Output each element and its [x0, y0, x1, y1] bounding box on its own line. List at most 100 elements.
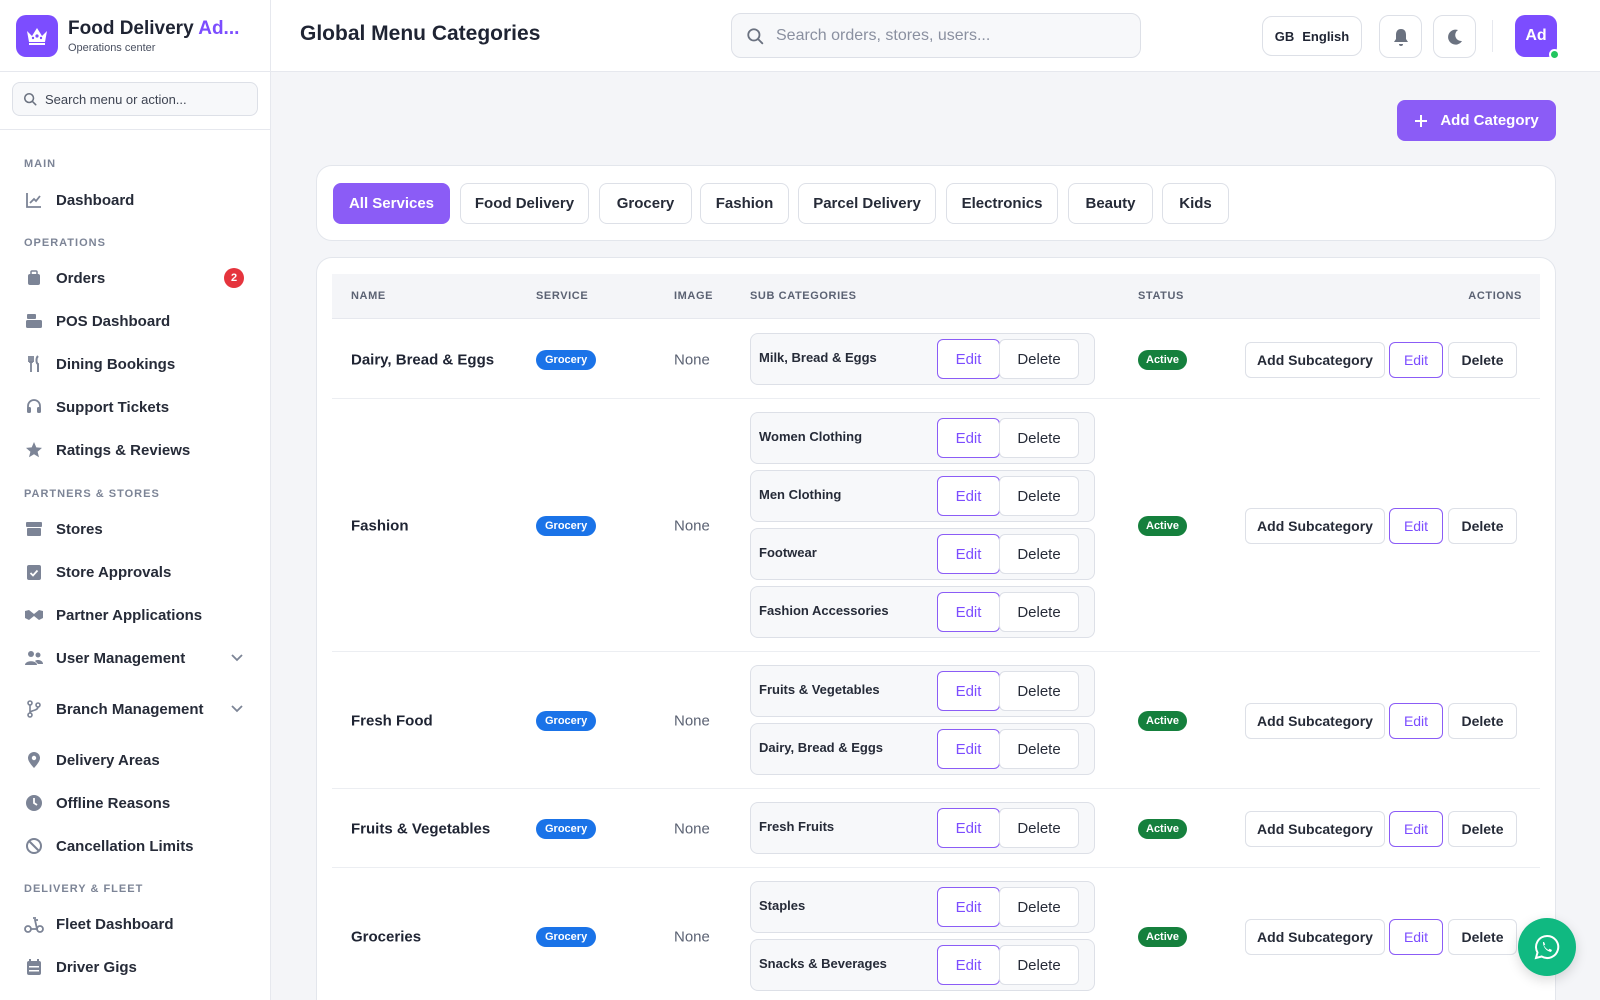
sidebar-search-input[interactable]: Search menu or action...: [12, 82, 258, 116]
edit-subcategory-button[interactable]: Edit: [937, 418, 1000, 458]
sidebar-item-driver-gigs[interactable]: Driver Gigs: [24, 953, 244, 981]
subcategory-item: Snacks & Beverages Edit Delete: [750, 939, 1095, 991]
notifications-button[interactable]: [1379, 15, 1422, 58]
sidebar-item-support[interactable]: Support Tickets: [24, 393, 244, 421]
edit-subcategory-button[interactable]: Edit: [937, 592, 1000, 632]
col-status: STATUS: [1138, 290, 1184, 302]
subcategory-item: Fruits & Vegetables Edit Delete: [750, 665, 1095, 717]
delete-subcategory-button[interactable]: Delete: [999, 808, 1079, 848]
edit-subcategory-button[interactable]: Edit: [937, 945, 1000, 985]
edit-subcategory-button[interactable]: Edit: [937, 729, 1000, 769]
sidebar-item-offline-reasons[interactable]: Offline Reasons: [24, 789, 244, 817]
sidebar-item-cancellation-limits[interactable]: Cancellation Limits: [24, 832, 244, 860]
app-title: Food Delivery Ad...: [68, 17, 240, 39]
delete-subcategory-button[interactable]: Delete: [999, 671, 1079, 711]
sidebar-search-placeholder: Search menu or action...: [45, 91, 187, 107]
brand[interactable]: Food Delivery Ad... Operations center: [0, 0, 270, 72]
add-subcategory-button[interactable]: Add Subcategory: [1245, 507, 1385, 544]
delete-subcategory-button[interactable]: Delete: [999, 339, 1079, 379]
delete-category-button[interactable]: Delete: [1448, 341, 1517, 378]
filter-electronics[interactable]: Electronics: [946, 183, 1058, 224]
sidebar-item-user-management[interactable]: User Management: [24, 644, 244, 672]
delete-category-button[interactable]: Delete: [1448, 810, 1517, 847]
delete-subcategory-button[interactable]: Delete: [999, 729, 1079, 769]
chevron-down-icon: [230, 701, 244, 718]
edit-subcategory-button[interactable]: Edit: [937, 534, 1000, 574]
calendar-icon: [24, 957, 44, 977]
add-subcategory-button[interactable]: Add Subcategory: [1245, 702, 1385, 739]
crown-icon: [16, 14, 58, 57]
subcategory-name: Snacks & Beverages: [759, 956, 887, 971]
whatsapp-icon: [1534, 934, 1560, 960]
sidebar-item-fleet[interactable]: Fleet Dashboard: [24, 910, 244, 938]
edit-category-button[interactable]: Edit: [1389, 918, 1443, 955]
sidebar-item-stores[interactable]: Stores: [24, 515, 244, 543]
sidebar-item-label: User Management: [56, 649, 186, 667]
sidebar-item-delivery-areas[interactable]: Delivery Areas: [24, 746, 244, 774]
subcategory-name: Men Clothing: [759, 487, 842, 502]
subcategory-name: Footwear: [759, 545, 817, 560]
scooter-icon: [24, 914, 44, 934]
bag-icon: [24, 268, 44, 288]
avatar[interactable]: Ad: [1515, 15, 1560, 60]
edit-subcategory-button[interactable]: Edit: [937, 339, 1000, 379]
service-badge: Grocery: [536, 710, 597, 731]
filter-all-services[interactable]: All Services: [333, 183, 450, 224]
add-subcategory-button[interactable]: Add Subcategory: [1245, 341, 1385, 378]
section-main: MAIN: [24, 158, 57, 170]
add-subcategory-button[interactable]: Add Subcategory: [1245, 810, 1385, 847]
delete-subcategory-button[interactable]: Delete: [999, 476, 1079, 516]
filter-grocery[interactable]: Grocery: [599, 183, 692, 224]
edit-category-button[interactable]: Edit: [1389, 507, 1443, 544]
whatsapp-chat-button[interactable]: [1518, 918, 1576, 976]
page-title: Global Menu Categories: [300, 22, 541, 45]
filter-parcel-delivery[interactable]: Parcel Delivery: [798, 183, 936, 224]
status-badge: Active: [1138, 710, 1188, 731]
delete-subcategory-button[interactable]: Delete: [999, 592, 1079, 632]
add-category-button[interactable]: Add Category: [1397, 100, 1556, 141]
sidebar-item-orders[interactable]: Orders 2: [24, 264, 244, 292]
sidebar-item-dashboard[interactable]: Dashboard: [24, 186, 244, 214]
sidebar-item-ratings[interactable]: Ratings & Reviews: [24, 436, 244, 464]
edit-category-button[interactable]: Edit: [1389, 810, 1443, 847]
category-name: Groceries: [351, 928, 422, 945]
map-pin-icon: [24, 750, 44, 770]
delete-category-button[interactable]: Delete: [1448, 918, 1517, 955]
global-search-input[interactable]: Search orders, stores, users...: [731, 13, 1141, 58]
orders-count-badge: 2: [224, 268, 244, 288]
search-icon: [23, 92, 37, 106]
add-subcategory-button[interactable]: Add Subcategory: [1245, 918, 1385, 955]
edit-subcategory-button[interactable]: Edit: [937, 808, 1000, 848]
handshake-icon: [24, 605, 44, 625]
sidebar-item-approvals[interactable]: Store Approvals: [24, 558, 244, 586]
filter-kids[interactable]: Kids: [1162, 183, 1229, 224]
sidebar-item-branch-management[interactable]: Branch Management: [24, 695, 244, 723]
filter-food-delivery[interactable]: Food Delivery: [460, 183, 589, 224]
edit-category-button[interactable]: Edit: [1389, 341, 1443, 378]
subcategory-item: Fresh Fruits Edit Delete: [750, 802, 1095, 854]
subcategory-name: Fruits & Vegetables: [759, 682, 880, 697]
edit-category-button[interactable]: Edit: [1389, 702, 1443, 739]
sidebar-item-partner-apps[interactable]: Partner Applications: [24, 601, 244, 629]
filter-beauty[interactable]: Beauty: [1068, 183, 1153, 224]
delete-category-button[interactable]: Delete: [1448, 702, 1517, 739]
theme-toggle-button[interactable]: [1433, 15, 1476, 58]
delete-subcategory-button[interactable]: Delete: [999, 418, 1079, 458]
edit-subcategory-button[interactable]: Edit: [937, 476, 1000, 516]
filter-fashion[interactable]: Fashion: [700, 183, 789, 224]
delete-subcategory-button[interactable]: Delete: [999, 945, 1079, 985]
git-branch-icon: [24, 699, 44, 719]
delete-category-button[interactable]: Delete: [1448, 507, 1517, 544]
language-selector[interactable]: GB English: [1262, 16, 1362, 56]
delete-subcategory-button[interactable]: Delete: [999, 887, 1079, 927]
sidebar-item-label: Ratings & Reviews: [56, 441, 191, 459]
edit-subcategory-button[interactable]: Edit: [937, 671, 1000, 711]
table-header: NAME SERVICE IMAGE SUB CATEGORIES STATUS…: [332, 274, 1540, 319]
edit-subcategory-button[interactable]: Edit: [937, 887, 1000, 927]
sidebar-item-label: Cancellation Limits: [56, 837, 194, 855]
delete-subcategory-button[interactable]: Delete: [999, 534, 1079, 574]
sidebar-item-pos[interactable]: POS Dashboard: [24, 307, 244, 335]
sidebar-item-dining[interactable]: Dining Bookings: [24, 350, 244, 378]
category-image: None: [674, 928, 710, 945]
language-code: GB: [1274, 28, 1295, 44]
